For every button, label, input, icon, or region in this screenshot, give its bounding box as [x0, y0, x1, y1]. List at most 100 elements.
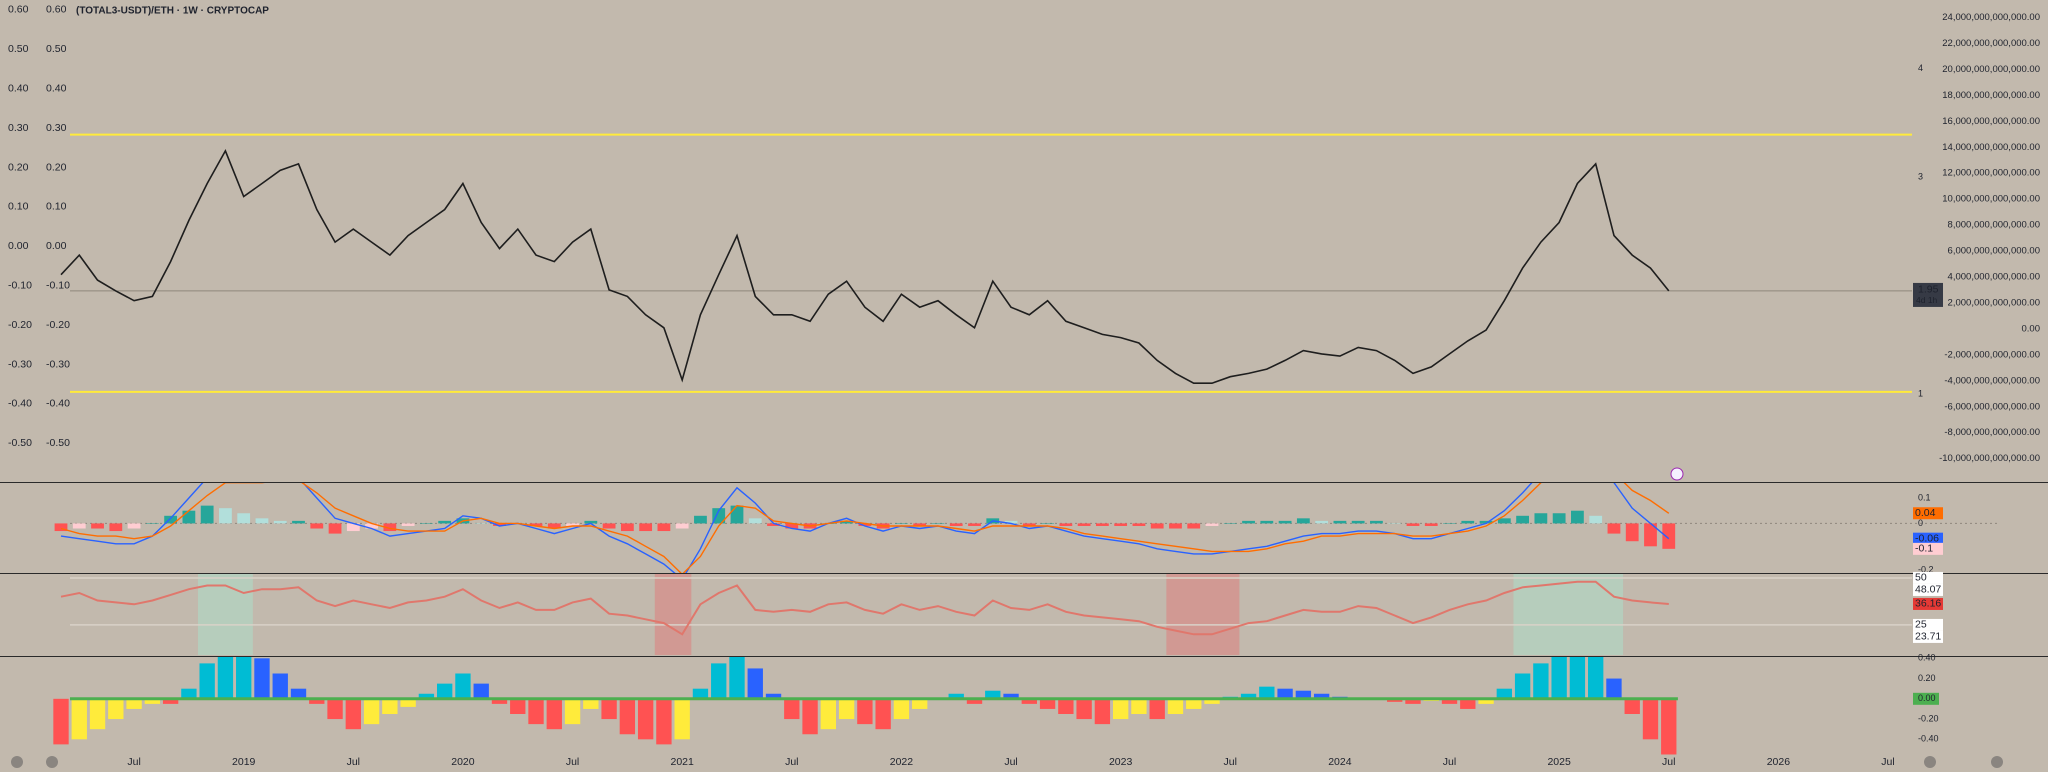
y-tick-label: 1	[1918, 388, 1923, 398]
histogram-bar	[1187, 523, 1201, 529]
histogram-bar	[1022, 523, 1036, 526]
nav-button[interactable]	[11, 756, 23, 768]
right-axis-label: -6,000,000,000,000.00	[1944, 401, 2040, 412]
oscillator-bar	[564, 698, 581, 725]
right-axis-label: 22,000,000,000,000.00	[1942, 38, 2040, 49]
upper-tag-bg	[1913, 583, 1943, 596]
event-icon[interactable]	[1670, 467, 1684, 481]
oscillator-bar	[510, 698, 526, 714]
oscillator-bar	[1441, 698, 1458, 704]
histogram-bar	[1041, 523, 1054, 524]
oscillator-bar	[1094, 698, 1111, 725]
y-tick-label: -0.2	[1918, 564, 1934, 574]
oscillator-bar	[1240, 693, 1257, 699]
nav-button[interactable]	[1924, 756, 1936, 768]
histogram-bar	[1607, 523, 1621, 534]
histogram-tag: -0.1	[1915, 543, 1933, 555]
oscillator-bar	[601, 698, 617, 720]
y-tick-label: 0	[1918, 518, 1923, 528]
oscillator-bar	[637, 698, 654, 740]
histogram-bar	[913, 523, 927, 526]
oscillator-bar	[1387, 698, 1403, 702]
histogram-bar	[1004, 520, 1018, 524]
histogram-bar	[949, 523, 963, 526]
x-tick-label: 2023	[1109, 756, 1133, 768]
oscillator-bar	[1259, 686, 1275, 699]
oscillator-bar	[1661, 698, 1677, 755]
histogram-bar	[1370, 520, 1383, 524]
x-tick-label: 2020	[451, 756, 475, 768]
oscillator-bar	[254, 658, 270, 699]
right-axis-label: -4,000,000,000,000.00	[1944, 375, 2040, 386]
oscillator-bar	[71, 698, 87, 740]
nav-button[interactable]	[1991, 756, 2003, 768]
histogram-bar	[1516, 515, 1529, 524]
oscillator-bar	[711, 663, 727, 699]
oscillator-bar	[1313, 693, 1330, 699]
histogram-bar	[1534, 513, 1548, 524]
value-tag-bg	[1913, 597, 1943, 610]
right-axis-label: -2,000,000,000,000.00	[1944, 349, 2040, 360]
oscillator-bar	[1606, 678, 1622, 699]
macd-tag: -0.06	[1915, 532, 1939, 544]
oscillator-bar	[436, 683, 453, 699]
oscillator-bar	[126, 698, 142, 709]
oscillator-bar	[765, 693, 782, 699]
histogram-bar	[54, 523, 68, 532]
highlight-zone	[1166, 574, 1240, 655]
oscillator-bar	[1295, 690, 1312, 699]
oscillator-bar	[418, 693, 435, 699]
histogram-bar	[748, 518, 762, 524]
oscillator-bar	[692, 688, 709, 699]
lower-tag-bg	[1913, 630, 1943, 643]
oscillator-bar	[747, 668, 763, 699]
left-axis-label: -0.40	[46, 398, 70, 410]
right-axis-label: 2,000,000,000,000.00	[1948, 297, 2040, 308]
histogram-bar	[602, 523, 616, 529]
histogram-bar	[365, 523, 378, 529]
oscillator-bar	[290, 688, 307, 699]
nav-button[interactable]	[46, 756, 58, 768]
oscillator-bar	[272, 673, 288, 699]
right-axis-label: 14,000,000,000,000.00	[1942, 142, 2040, 153]
x-tick-label: Jul	[1662, 756, 1675, 768]
price-line	[60, 149, 1670, 384]
left-axis-label: 0.20	[8, 161, 29, 173]
x-tick-label: Jul	[127, 756, 140, 768]
x-tick-label: 2019	[232, 756, 256, 768]
oscillator-bar	[53, 698, 69, 745]
histogram-bar	[1571, 510, 1584, 524]
oscillator-bar	[491, 698, 508, 704]
oscillator-bar	[985, 690, 1001, 699]
left-axis-label: -0.30	[46, 358, 70, 370]
histogram-bar	[237, 513, 251, 524]
histogram-bar	[1278, 520, 1292, 524]
histogram-bar	[145, 523, 159, 524]
upper-tag: 48.07	[1915, 584, 1941, 596]
oscillator-bar	[1058, 698, 1074, 714]
histogram-bar	[931, 523, 945, 524]
left-axis-label: 0.30	[8, 122, 29, 134]
histogram-bar	[1205, 523, 1219, 526]
histogram-bar	[1351, 520, 1365, 524]
oscillator-bar	[729, 657, 745, 699]
oscillator-bar	[1551, 657, 1567, 699]
histogram-bar	[730, 505, 744, 524]
price-tag: 1.95	[1918, 284, 1939, 296]
left-axis-label: -0.30	[8, 358, 32, 370]
histogram-bar	[219, 508, 232, 524]
histogram-bar	[328, 523, 342, 534]
chart-title: (TOTAL3-USDT)/ETH · 1W · CRYPTOCAP	[76, 6, 269, 17]
oscillator-bar	[1624, 698, 1640, 714]
histogram-bar	[273, 520, 287, 524]
level-tag: 50	[1915, 572, 1927, 584]
right-axis-label: -8,000,000,000,000.00	[1944, 427, 2040, 438]
signal-tag: 0.04	[1915, 507, 1936, 519]
x-tick-label: 2024	[1328, 756, 1352, 768]
histogram-tag-bg	[1913, 542, 1943, 555]
histogram-bar	[620, 523, 634, 532]
oscillator-bar	[1588, 657, 1604, 699]
oscillator-bar	[912, 698, 928, 709]
left-axis-label: 0.10	[8, 201, 29, 213]
oscillator-bar	[455, 673, 471, 699]
